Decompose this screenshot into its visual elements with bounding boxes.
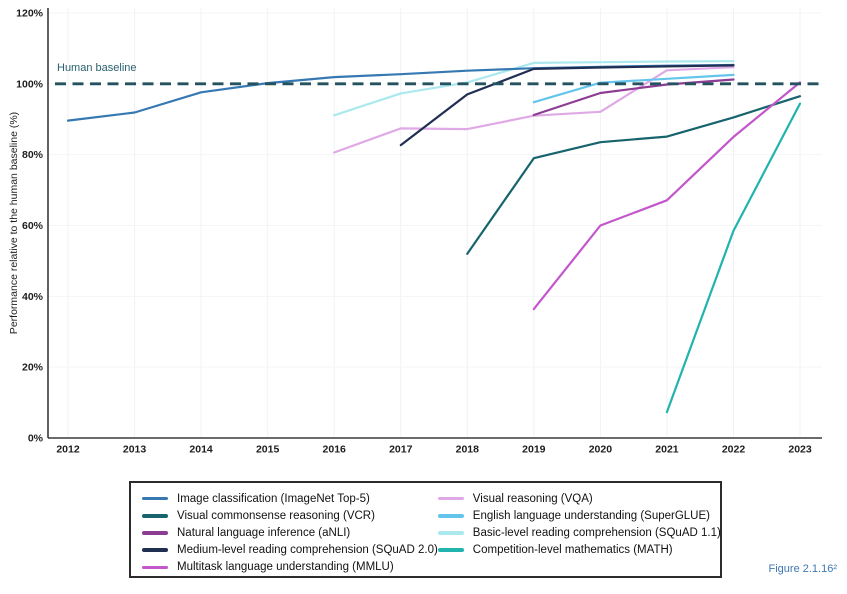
legend-item-mmlu: Multitask language understanding (MMLU) xyxy=(142,559,438,576)
legend-label: Competition-level mathematics (MATH) xyxy=(472,544,673,557)
series-line-squad-2-0 xyxy=(399,64,735,147)
legend-label: Visual commonsense reasoning (VCR) xyxy=(177,509,375,522)
series-line-squad-1-1 xyxy=(333,59,735,117)
legend-item-vqa: Visual reasoning (VQA) xyxy=(437,490,721,507)
y-tick-label: 40% xyxy=(22,291,44,303)
y-tick-label: 80% xyxy=(22,149,44,161)
line-chart-plot-area: 0% 20% 40% 60% 80% 100% 120% 2012 2013 2014 2015 20… xyxy=(16,7,822,456)
legend-item-vcr: Visual commonsense reasoning (VCR) xyxy=(142,507,438,524)
legend-swatch-squad-2-0 xyxy=(142,548,168,552)
legend-item-superglue: English language understanding (SuperGLU… xyxy=(437,507,721,524)
x-tick-label: 2015 xyxy=(256,444,280,456)
human-baseline-label: Human baseline xyxy=(57,62,137,74)
legend-swatch-imagenet-top5 xyxy=(142,496,168,501)
legend-item-squad-2-0: Medium-level reading comprehension (SQuA… xyxy=(142,542,438,559)
legend-swatch-vcr xyxy=(142,514,168,518)
x-tick-label: 2014 xyxy=(189,444,213,456)
legend-label: Visual reasoning (VQA) xyxy=(472,492,593,505)
legend-label: Basic-level reading comprehension (SQuAD… xyxy=(472,526,721,539)
x-tick-label: 2012 xyxy=(56,444,80,456)
legend-label: Image classification (ImageNet Top-5) xyxy=(177,492,370,505)
legend-swatch-superglue xyxy=(437,514,464,518)
series-line-anli xyxy=(532,78,735,117)
legend-swatch-mmlu xyxy=(142,565,168,570)
legend-swatch-anli xyxy=(142,531,168,535)
x-tick-label: 2013 xyxy=(123,444,147,456)
x-tick-label: 2022 xyxy=(722,444,746,456)
x-tick-label: 2019 xyxy=(522,444,546,456)
legend-label: English language understanding (SuperGLU… xyxy=(472,509,710,522)
legend-item-math: Competition-level mathematics (MATH) xyxy=(437,542,721,559)
series-line-superglue xyxy=(532,73,735,104)
legend-item-squad-1-1: Basic-level reading comprehension (SQuAD… xyxy=(437,524,721,541)
legend-label: Medium-level reading comprehension (SQuA… xyxy=(177,544,438,557)
legend-column-left: Image classification (ImageNet Top-5) Vis… xyxy=(142,490,438,576)
legend-item-imagenet-top5: Image classification (ImageNet Top-5) xyxy=(142,490,438,507)
legend-swatch-squad-1-1 xyxy=(437,531,464,535)
y-tick-label: 0% xyxy=(28,433,44,445)
series-line-math xyxy=(665,102,802,414)
x-tick-label: 2017 xyxy=(389,444,413,456)
y-tick-label: 20% xyxy=(22,362,44,374)
x-tick-label: 2021 xyxy=(655,444,679,456)
series-line-mmlu xyxy=(532,81,802,311)
legend-label: Natural language inference (aNLI) xyxy=(177,526,351,539)
y-tick-label: 120% xyxy=(16,7,44,19)
legend-item-anli: Natural language inference (aNLI) xyxy=(142,524,438,541)
figure-caption: Figure 2.1.16² xyxy=(768,563,837,575)
x-tick-label: 2018 xyxy=(456,444,480,456)
legend: Image classification (ImageNet Top-5) Vis… xyxy=(129,481,722,578)
y-tick-label: 100% xyxy=(16,78,44,90)
x-tick-label: 2023 xyxy=(788,444,812,456)
legend-column-right: Visual reasoning (VQA) English language u… xyxy=(437,490,721,576)
legend-swatch-math xyxy=(437,548,464,552)
series-line-vcr xyxy=(466,95,802,255)
x-tick-label: 2016 xyxy=(323,444,347,456)
y-tick-label: 60% xyxy=(22,220,44,232)
legend-label: Multitask language understanding (MMLU) xyxy=(177,561,394,574)
x-tick-label: 2020 xyxy=(589,444,613,456)
legend-swatch-vqa xyxy=(437,496,464,501)
